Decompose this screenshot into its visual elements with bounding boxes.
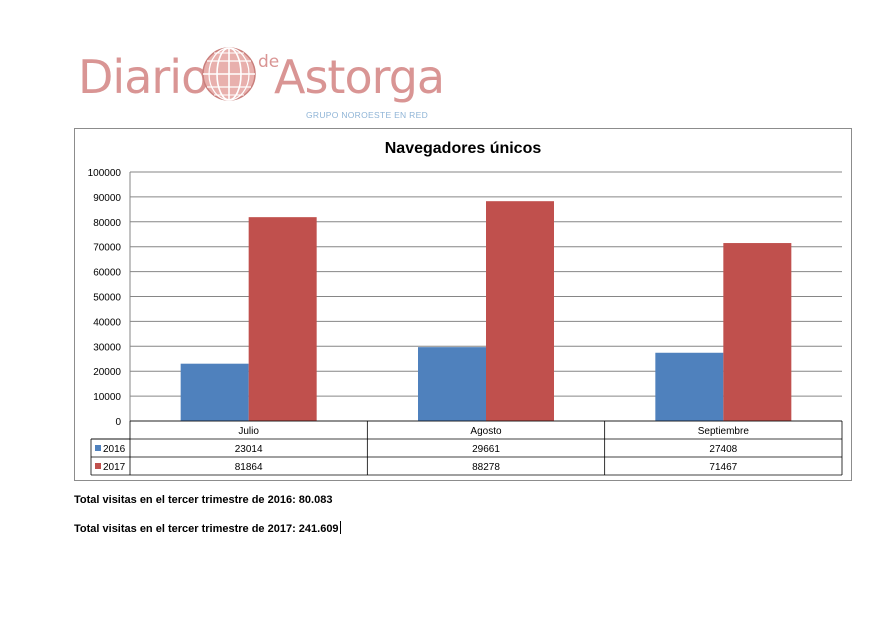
total-visits-2017-text: Total visitas en el tercer trimestre de … — [74, 523, 339, 535]
y-tick-label: 20000 — [93, 367, 121, 378]
data-label: 27408 — [709, 444, 737, 455]
legend-key-2016 — [95, 445, 101, 451]
y-tick-label: 80000 — [93, 218, 121, 229]
bar-2016-julio — [180, 363, 249, 421]
data-label: 23014 — [235, 444, 263, 455]
total-visits-2016: Total visitas en el tercer trimestre de … — [74, 494, 333, 506]
total-visits-2017: Total visitas en el tercer trimestre de … — [74, 521, 341, 535]
logo-subtitle: GRUPO NOROESTE EN RED — [306, 110, 429, 120]
bars — [180, 201, 792, 421]
data-label: 71467 — [709, 462, 737, 473]
globe-icon — [202, 47, 256, 101]
y-axis-ticks: 0 10000 20000 30000 40000 50000 60000 70000 8000… — [88, 168, 122, 428]
diario-de-astorga-logo: Diario de Astorga GRUPO NOROESTE EN RED — [78, 42, 445, 122]
bar-2016-septiembre — [655, 352, 724, 421]
y-tick-label: 0 — [115, 417, 121, 428]
bar-2017-julio — [248, 217, 317, 421]
bar-2017-septiembre — [723, 243, 792, 421]
legend-key-2017 — [95, 463, 101, 469]
y-tick-label: 50000 — [93, 293, 121, 304]
logo-word-de: de — [258, 52, 280, 72]
logo-word-diario: Diario — [78, 50, 209, 104]
bar-chart: Navegadores únicos 0 10000 20000 30000 40000… — [88, 140, 843, 476]
data-table: Julio Agosto Septiembre 2016 23014 29661 27408… — [90, 420, 843, 476]
data-label: 88278 — [472, 462, 500, 473]
legend-label: 2016 — [103, 444, 126, 455]
y-tick-label: 70000 — [93, 243, 121, 254]
y-tick-label: 30000 — [93, 342, 121, 353]
data-label: 29661 — [472, 444, 500, 455]
legend-label: 2017 — [103, 462, 126, 473]
y-tick-label: 100000 — [88, 168, 122, 179]
chart-container: Navegadores únicos 0 10000 20000 30000 40000… — [74, 128, 852, 481]
chart-title: Navegadores únicos — [385, 140, 542, 157]
y-tick-label: 10000 — [93, 392, 121, 403]
x-category-label: Agosto — [470, 426, 502, 437]
text-cursor — [339, 521, 341, 534]
bar-2016-agosto — [418, 347, 486, 421]
data-label: 81864 — [235, 462, 263, 473]
x-category-label: Septiembre — [698, 426, 750, 437]
x-category-label: Julio — [238, 426, 259, 437]
y-tick-label: 90000 — [93, 193, 121, 204]
logo-word-astorga: Astorga — [274, 50, 445, 104]
bar-2017-agosto — [486, 201, 554, 421]
y-tick-label: 40000 — [93, 317, 121, 328]
y-tick-label: 60000 — [93, 268, 121, 279]
